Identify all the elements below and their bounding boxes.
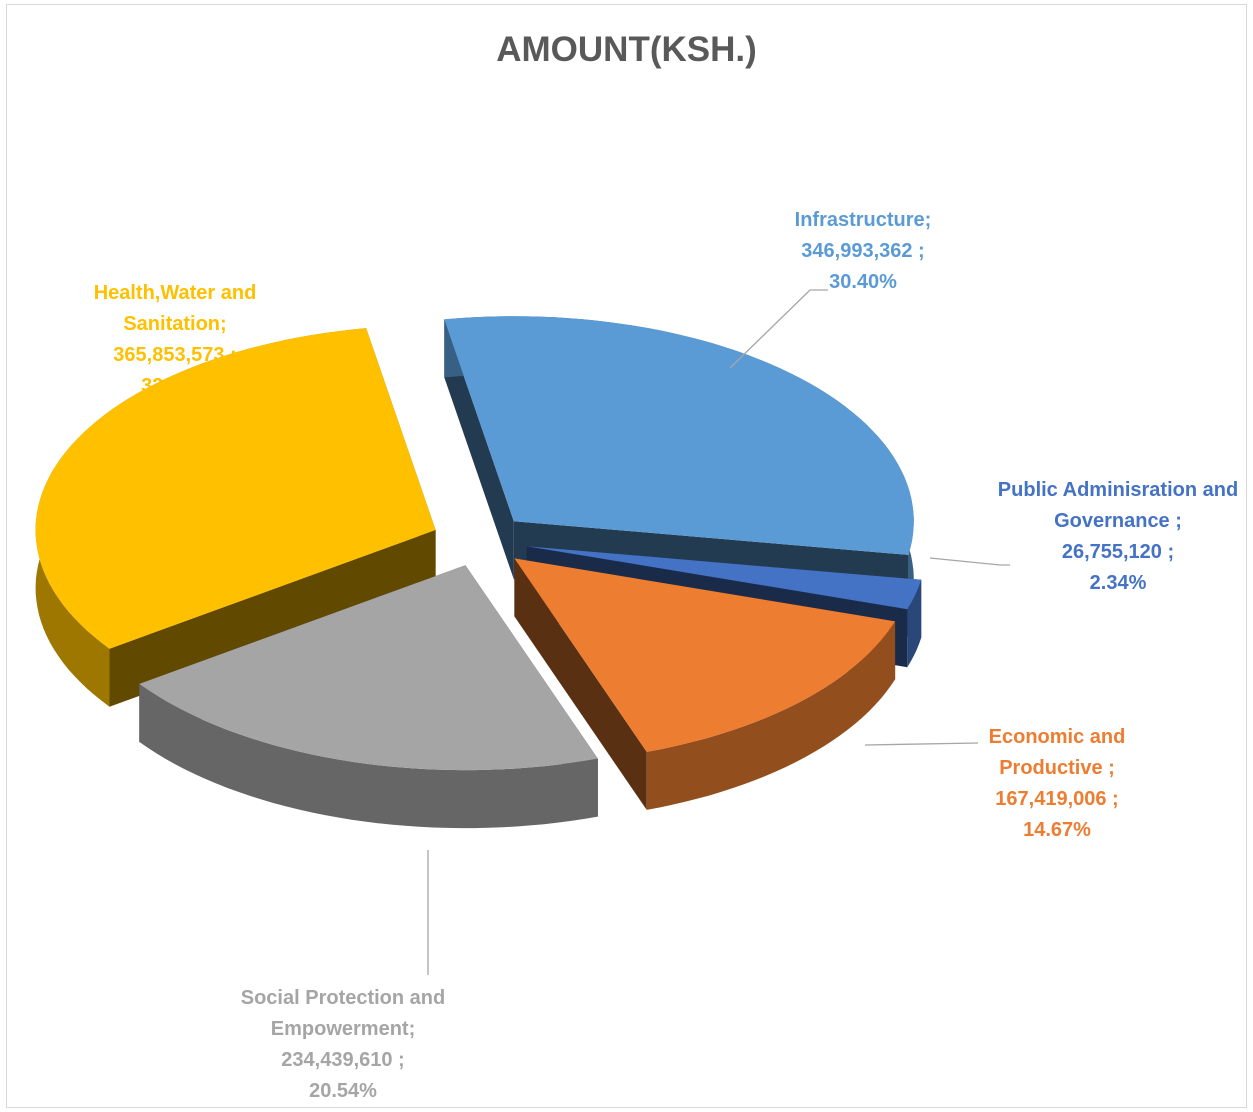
leader-line <box>864 742 979 746</box>
label-category: Social Protection and Empowerment; <box>240 987 446 1040</box>
label-category: Public Adminisration and Governance ; <box>997 479 1239 532</box>
data-label: Health,Water and Sanitation; 365,853,573 … <box>50 278 300 402</box>
label-percent: 2.34% <box>1089 572 1147 594</box>
data-label: Public Adminisration and Governance ; 26,… <box>993 475 1243 599</box>
slice-top <box>514 558 896 752</box>
data-label: Social Protection and Empowerment; 234,43… <box>213 983 473 1107</box>
slice-side <box>646 621 896 810</box>
label-value: 346,993,362 ; <box>801 240 925 262</box>
chart-title: AMOUNT(KSH.) <box>496 30 757 69</box>
slice-side <box>139 683 598 829</box>
slice-top <box>444 316 914 555</box>
label-value: 167,419,006 ; <box>995 788 1119 810</box>
label-value: 234,439,610 ; <box>281 1049 405 1071</box>
label-value: 26,755,120 ; <box>1061 541 1175 563</box>
slice-wall <box>444 319 514 580</box>
label-percent: 32.05% <box>141 375 209 397</box>
label-percent: 14.67% <box>1023 819 1091 841</box>
data-label: Infrastructure; 346,993,362 ; 30.40% <box>733 205 993 298</box>
data-label: Economic and Productive ; 167,419,006 ; 14… <box>957 722 1157 846</box>
slice-top <box>139 565 598 771</box>
slice-top <box>35 328 436 649</box>
slice-wall <box>514 558 647 810</box>
slice-side <box>907 579 922 668</box>
leader-line <box>929 557 1010 566</box>
label-category: Infrastructure; <box>794 209 932 231</box>
chart-frame <box>6 4 1247 1108</box>
slice <box>139 565 598 829</box>
label-value: 365,853,573 ; <box>113 344 237 366</box>
slice <box>514 558 896 810</box>
slice-top <box>526 546 922 610</box>
slice <box>35 328 436 707</box>
label-percent: 20.54% <box>309 1080 377 1102</box>
label-percent: 30.40% <box>829 271 897 293</box>
label-category: Health,Water and Sanitation; <box>93 282 257 335</box>
leader-line <box>729 289 828 369</box>
slice-wall <box>109 530 436 707</box>
label-category: Economic and Productive ; <box>988 726 1126 779</box>
